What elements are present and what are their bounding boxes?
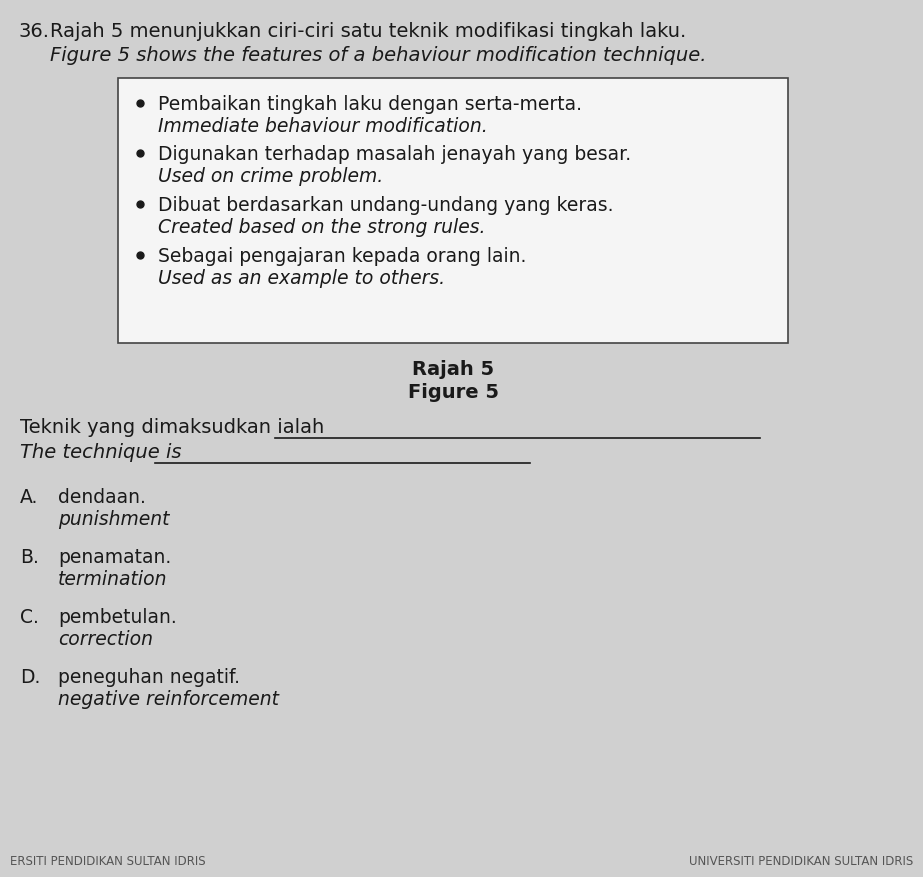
Text: correction: correction (58, 630, 153, 649)
Text: penamatan.: penamatan. (58, 548, 172, 567)
Text: dendaan.: dendaan. (58, 488, 146, 507)
Text: Sebagai pengajaran kepada orang lain.: Sebagai pengajaran kepada orang lain. (158, 247, 526, 266)
Text: 36.: 36. (18, 22, 49, 41)
Text: Pembaikan tingkah laku dengan serta-merta.: Pembaikan tingkah laku dengan serta-mert… (158, 95, 582, 114)
Text: B.: B. (20, 548, 39, 567)
Text: termination: termination (58, 570, 167, 589)
Text: Digunakan terhadap masalah jenayah yang besar.: Digunakan terhadap masalah jenayah yang … (158, 145, 631, 164)
Text: C.: C. (20, 608, 39, 627)
Text: Figure 5 shows the features of a behaviour modification technique.: Figure 5 shows the features of a behavio… (50, 46, 706, 65)
Text: Figure 5: Figure 5 (407, 383, 498, 402)
Text: pembetulan.: pembetulan. (58, 608, 176, 627)
Text: ERSITI PENDIDIKAN SULTAN IDRIS: ERSITI PENDIDIKAN SULTAN IDRIS (10, 855, 206, 868)
Text: Rajah 5: Rajah 5 (412, 360, 494, 379)
Text: Teknik yang dimaksudkan ialah: Teknik yang dimaksudkan ialah (20, 418, 324, 437)
Text: Created based on the strong rules.: Created based on the strong rules. (158, 218, 485, 237)
Text: A.: A. (20, 488, 39, 507)
Text: peneguhan negatif.: peneguhan negatif. (58, 668, 240, 687)
Text: negative reinforcement: negative reinforcement (58, 690, 279, 709)
Text: punishment: punishment (58, 510, 170, 529)
Text: UNIVERSITI PENDIDIKAN SULTAN IDRIS: UNIVERSITI PENDIDIKAN SULTAN IDRIS (689, 855, 913, 868)
Text: Dibuat berdasarkan undang-undang yang keras.: Dibuat berdasarkan undang-undang yang ke… (158, 196, 614, 215)
Text: The technique is: The technique is (20, 443, 182, 462)
Text: D.: D. (20, 668, 41, 687)
Text: Rajah 5 menunjukkan ciri-ciri satu teknik modifikasi tingkah laku.: Rajah 5 menunjukkan ciri-ciri satu tekni… (50, 22, 686, 41)
Text: Immediate behaviour modification.: Immediate behaviour modification. (158, 117, 487, 136)
Text: Used on crime problem.: Used on crime problem. (158, 167, 383, 186)
FancyBboxPatch shape (118, 78, 788, 343)
Text: Used as an example to others.: Used as an example to others. (158, 269, 445, 288)
